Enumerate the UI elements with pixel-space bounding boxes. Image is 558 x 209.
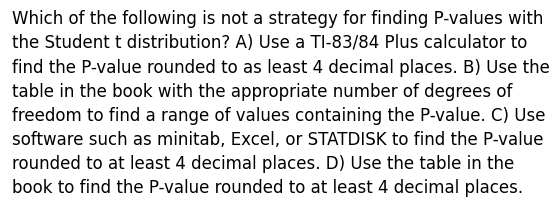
- Text: software such as minitab, Excel, or STATDISK to find the P-value: software such as minitab, Excel, or STAT…: [12, 131, 544, 149]
- Text: freedom to find a range of values containing the P-value. C) Use: freedom to find a range of values contai…: [12, 107, 546, 125]
- Text: find the P-value rounded to as least 4 decimal places. B) Use the: find the P-value rounded to as least 4 d…: [12, 59, 550, 76]
- Text: book to find the P-value rounded to at least 4 decimal places.: book to find the P-value rounded to at l…: [12, 179, 523, 197]
- Text: rounded to at least 4 decimal places. D) Use the table in the: rounded to at least 4 decimal places. D)…: [12, 155, 514, 173]
- Text: table in the book with the appropriate number of degrees of: table in the book with the appropriate n…: [12, 83, 513, 101]
- Text: Which of the following is not a strategy for finding P-values with: Which of the following is not a strategy…: [12, 10, 543, 28]
- Text: the Student t distribution? A) Use a TI-83/84 Plus calculator to: the Student t distribution? A) Use a TI-…: [12, 34, 528, 52]
